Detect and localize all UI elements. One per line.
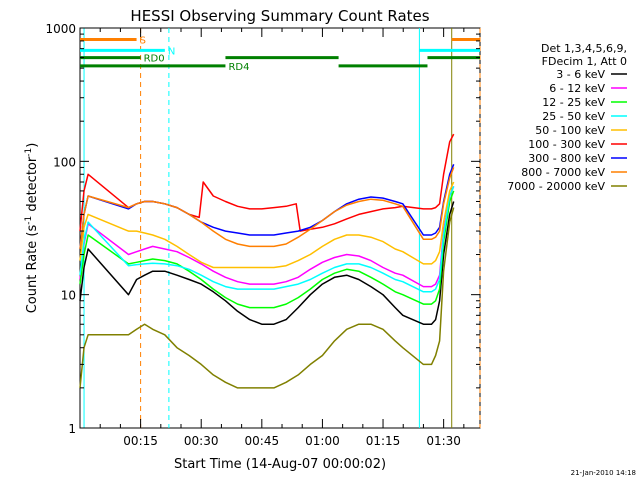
legend-header-line: Det 1,3,4,5,6,9, <box>541 42 627 55</box>
legend-entry-50-100-kev: 50 - 100 keV <box>535 124 605 137</box>
flag-label-s: S <box>140 35 146 46</box>
y-axis-label-mid: detector <box>25 156 40 216</box>
series-line-50-100-kev <box>79 181 455 269</box>
series-line-6-12-kev <box>79 186 455 288</box>
x-tick-label: 01:15 <box>366 434 401 448</box>
legend-entry-3-6-kev: 3 - 6 keV <box>556 68 605 81</box>
legend-entry-300-800-kev: 300 - 800 keV <box>528 152 605 165</box>
y-tick-label: 10 <box>61 289 76 303</box>
y-tick-label: 1 <box>68 422 76 436</box>
flag-label-rd0: RD0 <box>144 54 165 65</box>
legend-entry-6-12-kev: 6 - 12 keV <box>549 82 605 95</box>
flag-label-rd4: RD4 <box>228 62 249 73</box>
event-lines <box>83 28 481 428</box>
x-tick-label: 00:30 <box>184 434 219 448</box>
y-tick-label: 100 <box>53 155 76 169</box>
axes: 00:15 00:30 00:45 01:00 01:15 01:30 1 10 100 1000 <box>45 22 480 448</box>
x-tick-label: 00:45 <box>245 434 280 448</box>
legend-entry-800-7000-kev: 800 - 7000 keV <box>521 166 605 179</box>
y-axis-label-main: Count Rate (s <box>25 225 40 314</box>
legend-entry-25-50-kev: 25 - 50 keV <box>542 110 605 123</box>
series-line-100-300-kev <box>79 133 455 232</box>
footer-date: 21-Jan-2010 14:18 <box>571 469 636 477</box>
x-tick-label: 00:15 <box>123 434 158 448</box>
y-tick-label: 1000 <box>45 22 76 36</box>
flag-label-n: N <box>168 46 175 57</box>
x-tick-label: 01:00 <box>305 434 340 448</box>
x-tick-label: 01:30 <box>426 434 461 448</box>
y-axis-label-sup1: -1 <box>24 216 34 225</box>
legend: Det 1,3,4,5,6,9,FDecim 1, Att 03 - 6 keV… <box>507 42 627 193</box>
series-line-12-25-kev <box>79 190 455 309</box>
series-line-3-6-kev <box>79 201 455 325</box>
y-axis-label-sup2: -1 <box>24 148 34 157</box>
legend-entry-100-300-kev: 100 - 300 keV <box>528 138 605 151</box>
series-line-7000-20000-kev <box>79 207 455 389</box>
chart-title: HESSI Observing Summary Count Rates <box>130 7 429 25</box>
y-axis-label: Count Rate (s-1 detector-1) <box>24 143 40 314</box>
series-line-800-7000-kev <box>79 167 455 250</box>
series-line-25-50-kev <box>79 186 455 293</box>
legend-entry-12-25-kev: 12 - 25 keV <box>542 96 605 109</box>
plot-frame <box>79 27 481 429</box>
legend-header-line: FDecim 1, Att 0 <box>542 55 627 68</box>
x-axis-label: Start Time (14-Aug-07 00:00:02) <box>174 457 386 472</box>
y-axis-label-end: ) <box>25 143 40 148</box>
legend-entry-7000-20000-kev: 7000 - 20000 keV <box>507 180 605 193</box>
series-lines <box>79 133 455 389</box>
